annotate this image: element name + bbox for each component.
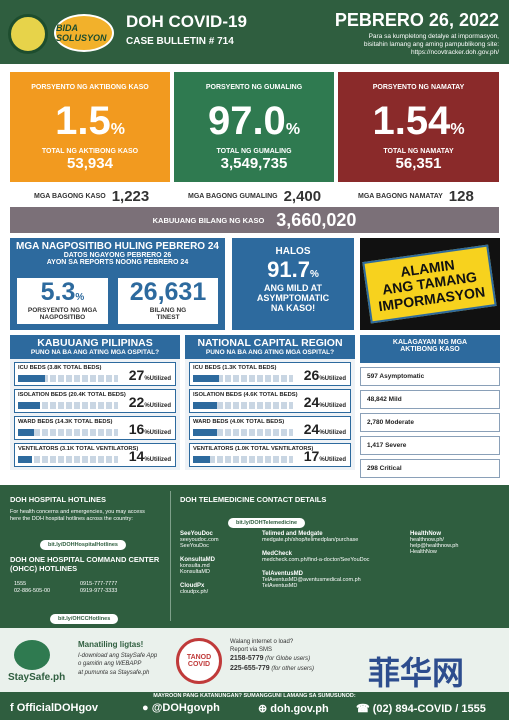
bed-row: WARD BEDS (14.3K TOTAL BEDS) 16%Utilized bbox=[14, 416, 176, 440]
telemedicine-provider: SeeYouDoc seeyoudoc.com SeeYouDoc bbox=[180, 531, 219, 549]
alamin-banner: ALAMIN ANG TAMANG IMPORMASYON bbox=[360, 238, 500, 330]
ncr-hospital-panel: NATIONAL CAPITAL REGION PUNO NA BA ANG AT… bbox=[185, 335, 355, 470]
bed-row: ICU BEDS (3.8K TOTAL BEDS) 27%Utilized bbox=[14, 362, 176, 386]
tested-card: 26,631 BILANG NG TINEST bbox=[116, 276, 220, 326]
bed-utilization-bar bbox=[18, 456, 32, 463]
bed-capacity-bar bbox=[18, 456, 118, 463]
hospital-hotlines-link[interactable]: bit.ly/DOHHospitalHotlines bbox=[40, 540, 126, 550]
total-cases-bar: KABUUANG BILANG NG KASO 3,660,020 bbox=[10, 207, 499, 233]
deaths-total: 56,351 bbox=[395, 155, 442, 172]
positivity-rate-card: 5.3% PORSYENTO NG MGA NAGPOSITIBO bbox=[15, 276, 110, 326]
ohcc-hotlines-link[interactable]: bit.ly/OHCCHotlines bbox=[50, 614, 119, 624]
bed-capacity-bar bbox=[18, 375, 118, 382]
active-cases-box: PORSYENTO NG AKTIBONG KASO 1.5% TOTAL NG… bbox=[10, 72, 170, 182]
bed-utilization-bar bbox=[18, 375, 45, 382]
hotlines-section: DOH HOSPITAL HOTLINES For health concern… bbox=[0, 485, 509, 628]
bed-row: VENTILATORS (1.0K TOTAL VENTILATORS) 17%U… bbox=[189, 443, 351, 467]
page-title: DOH COVID-19 bbox=[126, 12, 247, 31]
telemedicine-provider: CloudPx cloudpx.ph/ bbox=[180, 583, 209, 595]
bed-utilization-bar bbox=[18, 429, 34, 436]
tanod-covid-logo: TANOD COVID bbox=[176, 638, 222, 684]
bed-row: ICU BEDS (1.3K TOTAL BEDS) 26%Utilized bbox=[189, 362, 351, 386]
bed-capacity-bar bbox=[193, 456, 293, 463]
ph-hospital-panel: KABUUANG PILIPINAS PUNO NA BA ANG ATING M… bbox=[10, 335, 180, 470]
telemedicine-provider: HealthNow healthnow.ph/help@healthnow.ph H… bbox=[410, 531, 459, 555]
total-cases: 3,660,020 bbox=[276, 209, 357, 230]
header-note: Para sa kumpletong detalye at impormasyo… bbox=[284, 33, 499, 57]
kalagayan-item: 48,842 Mild bbox=[360, 390, 500, 409]
kalagayan-panel: KALAGAYAN NG MGA AKTIBONG KASO 597 Asympt… bbox=[360, 335, 500, 478]
kalagayan-item: 1,417 Severe bbox=[360, 436, 500, 455]
halos-panel: HALOS 91.7% ANG MILD AT ASYMPTOMATIC NA … bbox=[232, 238, 354, 330]
recovered-pct: 97.0 bbox=[207, 99, 286, 143]
twitter-link[interactable]: ● @DOHgovph bbox=[142, 702, 220, 714]
bed-row: ISOLATION BEDS (4.6K TOTAL BEDS) 24%Utili… bbox=[189, 389, 351, 413]
header: BIDA SOLUSYON DOH COVID-19 CASE BULLETIN… bbox=[0, 0, 509, 64]
active-total: 53,934 bbox=[67, 155, 113, 172]
facebook-link[interactable]: f OfficialDOHgov bbox=[10, 702, 99, 714]
bed-capacity-bar bbox=[193, 375, 293, 382]
tracker-link[interactable]: https://ncovtracker.doh.gov.ph/ bbox=[410, 49, 499, 57]
footer: MAYROON PANG KATANUNGAN? SUMANGGUNI LAMA… bbox=[0, 692, 509, 720]
kalagayan-item: 2,780 Moderate bbox=[360, 413, 500, 432]
bida-solusyon-logo: BIDA SOLUSYON bbox=[54, 14, 114, 52]
deaths-box: PORSYENTO NG NAMATAY 1.54% TOTAL NG NAMA… bbox=[338, 72, 499, 182]
bed-row: WARD BEDS (4.0K TOTAL BEDS) 24%Utilized bbox=[189, 416, 351, 440]
bed-capacity-bar bbox=[193, 402, 293, 409]
telemedicine-provider: MedCheck medcheck.com.ph/find-a-doctor/Se… bbox=[262, 551, 370, 563]
new-recovered: MGA BAGONG GUMALING 2,400 bbox=[188, 187, 322, 205]
bed-capacity-bar bbox=[18, 402, 118, 409]
kalagayan-item: 298 Critical bbox=[360, 459, 500, 478]
doh-seal-logo bbox=[8, 14, 48, 54]
bed-capacity-bar bbox=[18, 429, 118, 436]
bed-utilization-bar bbox=[193, 375, 219, 382]
telemedicine-provider: KonsultaMD konsulta.md KonsultaMD bbox=[180, 557, 215, 575]
bed-utilization-bar bbox=[193, 402, 217, 409]
bed-row: VENTILATORS (3.1K TOTAL VENTILATORS) 14%U… bbox=[14, 443, 176, 467]
bed-utilization-bar bbox=[18, 402, 40, 409]
bulletin-number: CASE BULLETIN # 714 bbox=[126, 36, 234, 47]
telemedicine-provider: Telimed and Medgate medgate.ph/shop/telim… bbox=[262, 531, 359, 543]
recovered-box: PORSYENTO NG GUMALING 97.0% TOTAL NG GUM… bbox=[174, 72, 334, 182]
telemedicine-provider: TelAventusMD TelAventusMD@aventusmedical.… bbox=[262, 571, 361, 589]
site-watermark: 菲华网 bbox=[368, 654, 465, 692]
bed-utilization-bar bbox=[193, 456, 210, 463]
staysafe-section: StaySafe.ph Manatiling ligtas! I-downloa… bbox=[0, 628, 509, 692]
kalagayan-item: 597 Asymptomatic bbox=[360, 367, 500, 386]
staysafe-logo bbox=[14, 640, 50, 670]
recovered-total: 3,549,735 bbox=[220, 155, 288, 172]
active-pct: 1.5 bbox=[55, 99, 111, 143]
deaths-pct: 1.54 bbox=[372, 99, 451, 143]
bed-utilization-bar bbox=[193, 429, 217, 436]
bulletin-date: PEBRERO 26, 2022 bbox=[334, 10, 499, 30]
new-cases: MGA BAGONG KASO 1,223 bbox=[34, 187, 150, 205]
telemedicine-link[interactable]: bit.ly/DOHTelemedicine bbox=[228, 518, 306, 528]
divider bbox=[170, 491, 171, 621]
new-deaths: MGA BAGONG NAMATAY 128 bbox=[358, 187, 474, 205]
phone-hotline: ☎ (02) 894-COVID / 1555 bbox=[356, 703, 486, 715]
website-link[interactable]: ⊕ doh.gov.ph bbox=[258, 703, 329, 715]
bed-capacity-bar bbox=[193, 429, 293, 436]
bed-row: ISOLATION BEDS (20.4K TOTAL BEDS) 22%Util… bbox=[14, 389, 176, 413]
